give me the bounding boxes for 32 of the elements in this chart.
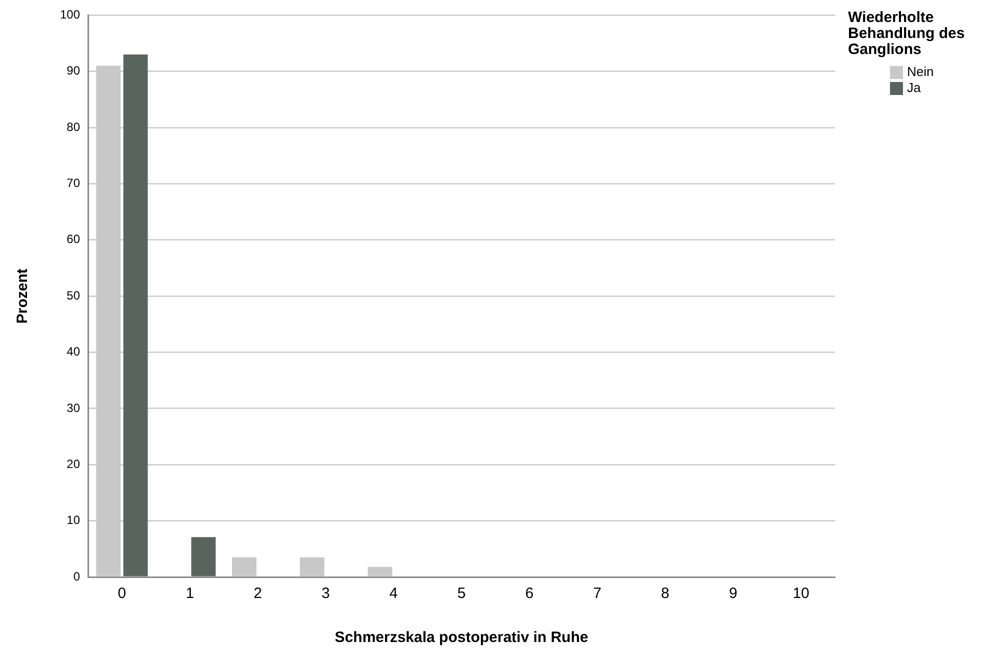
y-tick-label: 80 — [66, 120, 80, 134]
legend-label: Nein — [907, 64, 934, 80]
y-tick-label: 40 — [66, 344, 80, 359]
legend-title: Wiederholte Behandlung des Ganglions — [848, 9, 966, 58]
x-tick-label: 2 — [254, 585, 262, 602]
y-tick-label: 60 — [66, 232, 80, 246]
x-tick-label: 5 — [457, 585, 466, 602]
y-tick-label: 70 — [66, 176, 80, 190]
y-tick-label: 30 — [66, 400, 80, 415]
x-tick-label: 10 — [792, 585, 810, 602]
x-axis-title: Schmerzskala postoperativ in Ruhe — [334, 629, 588, 646]
y-tick-label: 90 — [66, 64, 80, 78]
bar — [368, 566, 392, 576]
bar — [123, 54, 148, 576]
y-tick-label: 100 — [60, 8, 80, 22]
y-axis-title: Prozent — [14, 268, 32, 324]
x-tick-label: 4 — [389, 585, 398, 602]
bar — [191, 537, 216, 576]
y-tick-label: 20 — [66, 456, 80, 471]
y-tick-label: 0 — [73, 569, 80, 584]
x-tick-label: 3 — [322, 585, 330, 602]
bar — [232, 557, 256, 576]
x-tick-label: 8 — [661, 585, 670, 602]
legend-label: Ja — [907, 80, 921, 96]
y-tick-label: 50 — [66, 288, 80, 302]
y-tick-label: 10 — [66, 513, 80, 528]
x-tick-label: 7 — [593, 585, 602, 602]
x-tick-label: 0 — [118, 585, 126, 602]
x-tick-label: 6 — [525, 585, 534, 602]
x-tick-label: 1 — [186, 585, 194, 602]
x-tick-label: 9 — [728, 585, 738, 602]
bar — [300, 557, 324, 576]
